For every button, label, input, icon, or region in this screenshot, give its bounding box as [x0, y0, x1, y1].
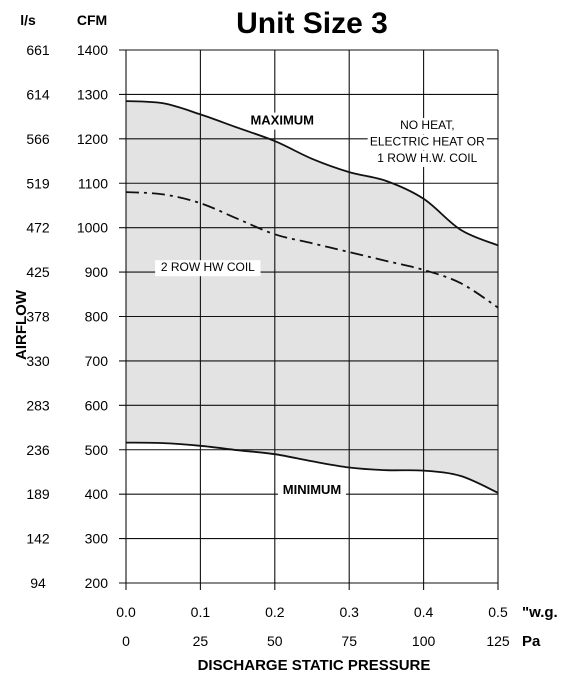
series-line-maximum [125, 100, 499, 247]
y-tick-label-cfm: 200 [85, 575, 109, 591]
y-tick-label-ls: 236 [26, 442, 50, 458]
series-line-minimum [125, 441, 499, 494]
x-unit-secondary: Pa [522, 633, 541, 650]
x-tick-label-pa: 25 [193, 633, 209, 649]
y-tick-label-ls: 614 [26, 86, 50, 102]
annotation-label: 2 ROW HW COIL [161, 260, 255, 274]
annotation-bg [395, 118, 460, 135]
x-tick-label-wg: 0.0 [116, 604, 136, 620]
x-tick-label-wg: 0.3 [339, 604, 359, 620]
y-tick-label-cfm: 1300 [77, 86, 108, 102]
y-axis-title: AIRFLOW [13, 289, 30, 360]
chart-title: Unit Size 3 [236, 7, 388, 40]
shaded-operating-region [126, 101, 498, 493]
x-tick-label-wg: 0.4 [414, 604, 434, 620]
y-tick-label-ls: 330 [26, 353, 50, 369]
y-tick-label-ls: 566 [26, 131, 50, 147]
annotation-bg [371, 150, 484, 167]
shaded-area [126, 101, 498, 493]
annotation-bg [248, 112, 317, 130]
x-axis-title: DISCHARGE STATIC PRESSURE [198, 657, 431, 674]
y-tick-label-ls: 425 [26, 264, 50, 280]
y-tick-label-cfm: 800 [85, 309, 109, 325]
y-tick-label-cfm: 400 [85, 486, 109, 502]
y-tick-label-ls: 189 [26, 486, 50, 502]
x-tick-label-pa: 75 [341, 633, 357, 649]
y-tick-label-ls: 472 [26, 220, 50, 236]
x-tick-label-pa: 100 [412, 633, 436, 649]
y-tick-label-cfm: 1000 [77, 220, 108, 236]
x-tick-label-wg: 0.2 [265, 604, 285, 620]
annotation-label: NO HEAT, [400, 118, 454, 132]
series-group [125, 100, 499, 494]
annotation-label: ELECTRIC HEAT OR [370, 134, 485, 148]
annotation-bg [367, 134, 487, 151]
y-tick-label-cfm: 1200 [77, 131, 108, 147]
y-unit-primary: CFM [77, 12, 107, 28]
annotation-label: 1 ROW H.W. COIL [377, 151, 477, 165]
y-tick-label-cfm: 500 [85, 442, 109, 458]
x-tick-label-wg: 0.1 [191, 604, 211, 620]
tick-labels: 2009430014240018950023660028370033080037… [26, 42, 510, 649]
x-unit-primary: "w.g. [522, 604, 558, 621]
y-tick-label-ls: 142 [26, 531, 50, 547]
annotation-bg [155, 260, 261, 277]
series-line-2-row-hw-coil [125, 191, 499, 309]
y-tick-label-cfm: 1400 [77, 42, 108, 58]
y-tick-label-cfm: 600 [85, 397, 109, 413]
y-tick-label-cfm: 300 [85, 531, 109, 547]
y-tick-label-ls: 378 [26, 309, 50, 325]
y-tick-label-ls: 94 [30, 575, 46, 591]
y-tick-label-ls: 661 [26, 42, 50, 58]
y-tick-label-cfm: 1100 [78, 175, 108, 191]
x-tick-label-pa: 125 [486, 633, 510, 649]
annotation-bg [277, 482, 347, 500]
y-unit-secondary: l/s [20, 12, 36, 28]
x-tick-label-wg: 0.5 [488, 604, 508, 620]
y-tick-label-cfm: 700 [85, 353, 109, 369]
x-tick-label-pa: 50 [267, 633, 283, 649]
y-tick-label-cfm: 900 [85, 264, 109, 280]
x-tick-label-pa: 0 [122, 633, 130, 649]
y-tick-label-ls: 519 [26, 175, 50, 191]
annotation-label: MINIMUM [283, 482, 342, 497]
y-tick-label-ls: 283 [26, 397, 50, 413]
annotations: MAXIMUM NO HEAT, ELECTRIC HEAT OR 1 ROW H.W… [155, 112, 487, 500]
annotation-label: MAXIMUM [250, 113, 314, 128]
